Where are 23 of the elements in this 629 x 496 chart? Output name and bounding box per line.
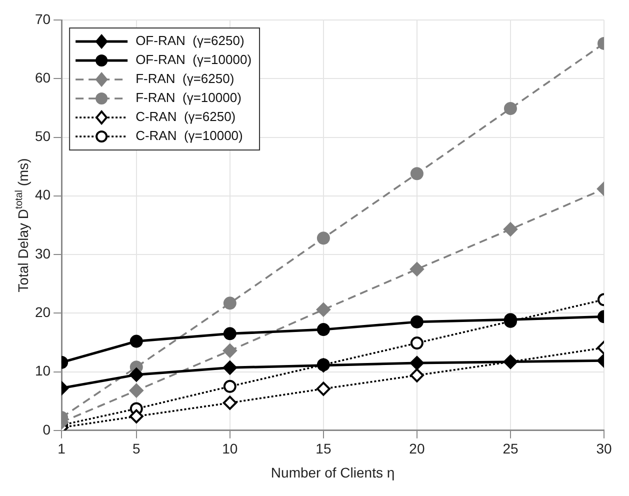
legend-label: C-RAN (γ=10000) xyxy=(136,128,243,144)
legend-label: OF-RAN (γ=6250) xyxy=(136,33,244,48)
y-tick-label: 40 xyxy=(34,186,51,203)
legend-label: F-RAN (γ=6250) xyxy=(136,71,234,86)
legend-label: F-RAN (γ=10000) xyxy=(136,90,242,106)
y-tick-label: 60 xyxy=(34,69,51,86)
legend-label: C-RAN (γ=6250) xyxy=(136,109,236,124)
y-axis-title: Total Delay Dtotal (ms) xyxy=(14,158,31,292)
x-tick-label: 20 xyxy=(409,440,425,457)
y-tick-label: 10 xyxy=(34,362,51,379)
x-axis-title: Number of Clients η xyxy=(270,464,395,480)
x-tick-label: 10 xyxy=(222,440,238,457)
x-tick-label: 25 xyxy=(502,440,518,457)
y-tick-label: 20 xyxy=(34,304,51,320)
x-tick-label: 1 xyxy=(58,440,66,457)
x-tick-label: 5 xyxy=(132,440,140,457)
legend-label: OF-RAN (γ=10000) xyxy=(136,52,252,68)
x-tick-label: 15 xyxy=(316,440,332,457)
y-tick-label: 70 xyxy=(34,10,51,27)
y-tick-label: 50 xyxy=(34,128,51,144)
y-tick-label: 0 xyxy=(42,421,51,438)
x-tick-label: 30 xyxy=(596,440,612,457)
y-tick-label: 30 xyxy=(34,245,51,262)
